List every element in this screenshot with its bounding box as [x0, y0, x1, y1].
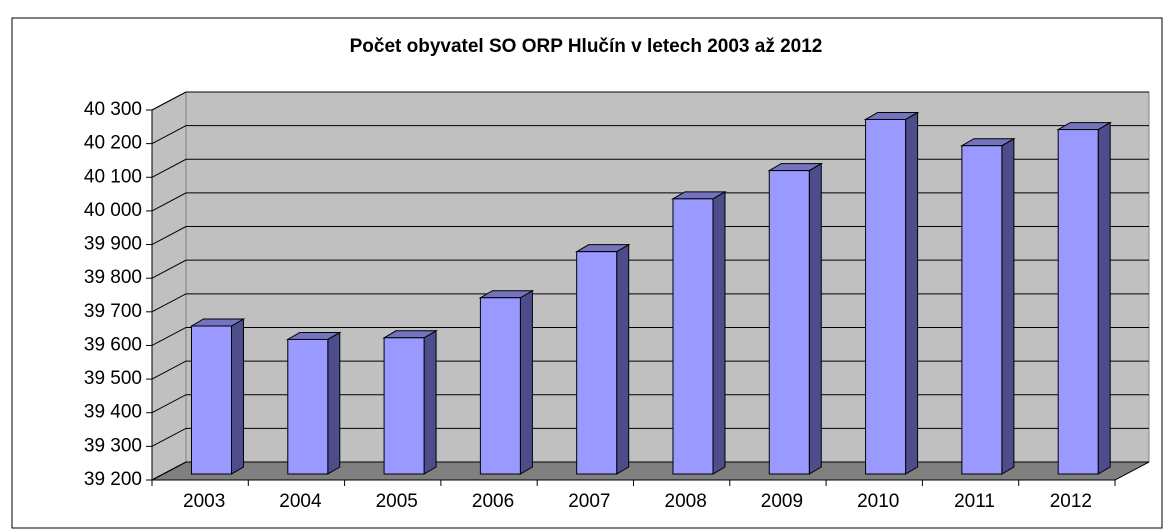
- bar-side: [1001, 137, 1015, 475]
- grid-line: [151, 125, 1149, 145]
- left-wall: [151, 91, 187, 481]
- grid-line: [151, 226, 1149, 245]
- y-tick-label: 39 900: [84, 234, 142, 255]
- y-tick-label: 39 600: [84, 334, 142, 355]
- y-tick-label: 40 100: [84, 166, 142, 187]
- bar: [865, 118, 907, 475]
- bar-side: [712, 190, 726, 475]
- bar-side: [519, 289, 533, 475]
- x-tick-label: 2006: [472, 491, 514, 512]
- bar-side: [230, 318, 244, 475]
- y-tick-label: 39 500: [84, 368, 142, 389]
- x-tick-label: 2004: [279, 491, 322, 512]
- y-tick-label: 39 200: [84, 469, 142, 490]
- x-tick-label: 2012: [1050, 491, 1092, 512]
- bar: [383, 337, 425, 475]
- bar-side: [423, 329, 437, 475]
- x-tick-label: 2008: [665, 491, 707, 512]
- x-tick-label: 2010: [857, 491, 899, 512]
- grid-line: [151, 293, 1149, 313]
- bar: [961, 145, 1003, 475]
- x-tick-label: 2009: [761, 491, 803, 512]
- x-tick-label: 2007: [568, 491, 610, 512]
- grid-line: [151, 394, 1149, 414]
- bar-side: [905, 111, 919, 475]
- x-tick-label: 2005: [376, 491, 418, 512]
- y-tick-label: 39 700: [84, 301, 142, 322]
- bar-side: [808, 162, 822, 475]
- x-tick-label: 2003: [183, 491, 225, 512]
- bar: [287, 338, 329, 475]
- y-tick-label: 40 300: [84, 99, 142, 120]
- y-tick-label: 40 200: [84, 133, 142, 154]
- chart-title: Počet obyvatel SO ORP Hlučín v letech 20…: [350, 36, 823, 57]
- y-tick-label: 39 300: [84, 435, 142, 456]
- grid-line: [151, 360, 1149, 380]
- bar: [768, 170, 810, 475]
- bar: [1057, 129, 1099, 475]
- grid-line: [151, 91, 1149, 111]
- bar: [576, 251, 618, 475]
- bar-side: [327, 331, 341, 475]
- bar: [672, 198, 714, 475]
- bar-side: [616, 243, 630, 475]
- bar-side: [1097, 121, 1111, 475]
- y-tick-label: 40 000: [84, 200, 142, 221]
- grid-line: [151, 326, 1149, 346]
- grid-line: [151, 158, 1149, 178]
- grid-line: [151, 192, 1149, 212]
- grid-line: [151, 427, 1149, 447]
- grid-line: [151, 259, 1149, 279]
- y-tick-label: 39 800: [84, 267, 142, 288]
- bar: [190, 325, 232, 475]
- bar: [479, 297, 521, 475]
- x-tick-label: 2011: [954, 491, 995, 512]
- grid-line: [151, 461, 1149, 481]
- y-tick-label: 39 400: [84, 402, 142, 423]
